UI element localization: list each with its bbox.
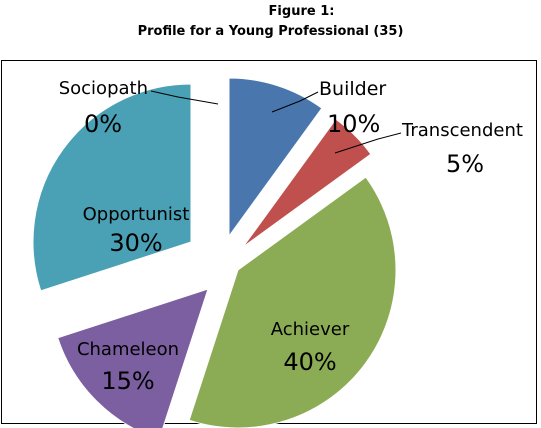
chart-title: Profile for a Young Professional (35)	[137, 24, 404, 39]
slice-value-builder: 10%	[327, 110, 380, 138]
pie-slice-chameleon	[57, 288, 209, 428]
pie-slice-builder	[228, 77, 323, 238]
leader-line-sociopath	[150, 90, 219, 105]
slice-value-chameleon: 15%	[101, 367, 154, 395]
pie-slice-achiever	[188, 176, 397, 428]
slice-value-achiever: 40%	[283, 348, 336, 376]
slice-label-opportunist: Opportunist	[83, 204, 190, 225]
pie-slice-transcendent	[242, 118, 372, 248]
slice-value-sociopath: 0%	[84, 110, 122, 138]
figure-label: Figure 1:	[268, 4, 335, 19]
slice-label-transcendent: Transcendent	[401, 120, 523, 141]
leader-line-builder	[271, 91, 319, 113]
slice-label-sociopath: Sociopath	[59, 78, 148, 99]
slice-label-chameleon: Chameleon	[77, 339, 179, 360]
slice-label-achiever: Achiever	[271, 319, 350, 340]
slice-value-opportunist: 30%	[109, 229, 162, 257]
leader-line-transcendent	[334, 132, 402, 154]
pie-slice-opportunist	[32, 83, 192, 292]
slice-value-transcendent: 5%	[446, 150, 484, 178]
slice-label-builder: Builder	[319, 78, 386, 100]
